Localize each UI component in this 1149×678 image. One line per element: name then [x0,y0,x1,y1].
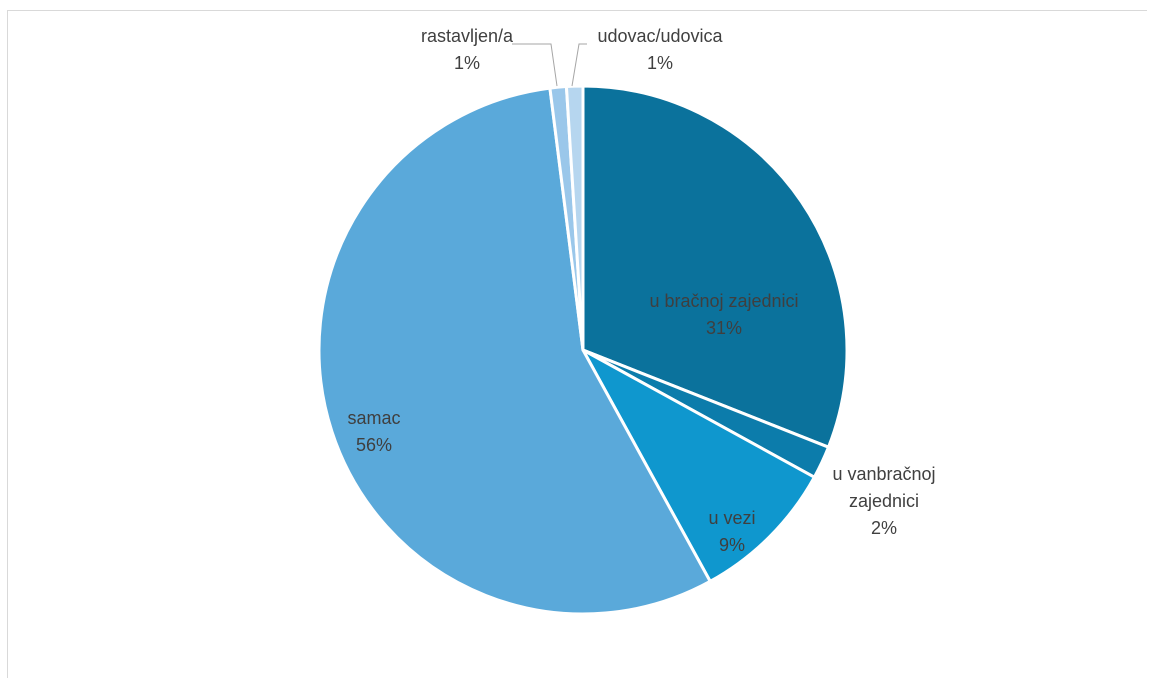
data-label: rastavljen/a 1% [421,26,514,73]
pie-slice [581,84,849,449]
chart-area [7,10,1147,678]
data-label-value: 31% [706,318,742,338]
data-label-category: rastavljen/a [421,26,514,46]
data-label-value: 9% [719,535,745,555]
data-label-category: u vanbračnoj [832,464,935,484]
pie-slice [317,86,712,616]
data-label: u bračnoj zajednici 31% [649,291,798,338]
data-label: u vezi 9% [708,508,755,555]
data-label: samac 56% [347,408,400,455]
data-label-value: 1% [647,53,673,73]
data-label-category: zajednici [849,491,919,511]
data-label: u vanbračnoj zajednici 2% [832,464,935,538]
data-label-value: 1% [454,53,480,73]
data-label-value: 56% [356,435,392,455]
data-label: udovac/udovica 1% [597,26,723,73]
data-label-category: u vezi [708,508,755,528]
pie-slice [564,84,585,352]
data-label-category: udovac/udovica [597,26,723,46]
leader-line [512,43,558,87]
data-label-category: u bračnoj zajednici [649,291,798,311]
pie-slice [581,348,816,583]
data-label-value: 2% [871,518,897,538]
leader-line [571,43,587,87]
data-label-category: samac [347,408,400,428]
